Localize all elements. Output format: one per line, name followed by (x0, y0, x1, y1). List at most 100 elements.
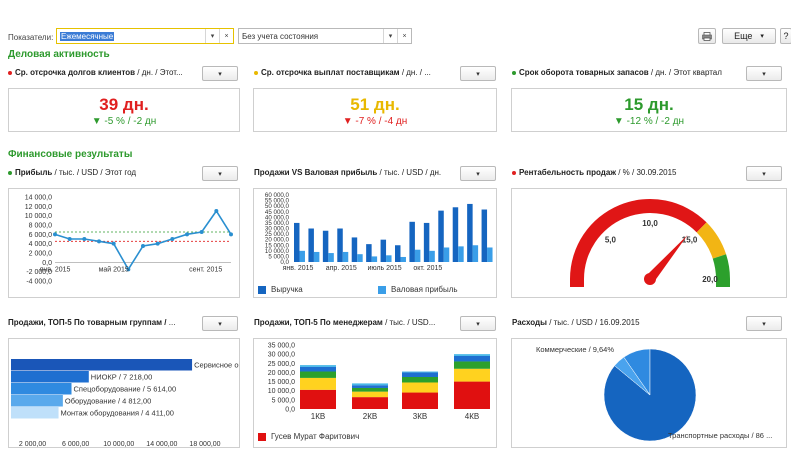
top5-managers-chart-panel: 35 000,0 30 000,0 25 000,0 20 000,0 15 000,0… (253, 338, 497, 448)
kpi-settings-dropdown[interactable]: ▾ (746, 66, 782, 81)
y-tick-label: 14 000,0 (25, 195, 52, 202)
y-tick-label: 40 000,0 (265, 214, 290, 221)
panel-title-text: Рентабельность продаж (519, 168, 616, 177)
gross-profit-bar (472, 245, 479, 262)
group-bar-label: Оборудование / 4 812,00 (65, 397, 151, 406)
gross-profit-bar (299, 250, 305, 262)
panel-settings-dropdown[interactable]: ▾ (746, 316, 782, 331)
gross-profit-bar (400, 256, 406, 262)
chevron-down-icon[interactable]: ▾ (383, 29, 397, 43)
data-point (185, 232, 189, 237)
kpi-card: 51 дн. ▼ -7 % / -4 дн (253, 88, 497, 132)
panel-title: Прибыль / тыс. / USD / Этот год (8, 168, 136, 177)
status-dot (8, 70, 12, 75)
panel-subtitle: / % / 30.09.2015 (616, 168, 677, 177)
x-tick-label: сент. 2015 (189, 266, 222, 273)
gauge-band (712, 254, 730, 279)
revenue-bar (294, 222, 300, 262)
group-bar (11, 359, 193, 371)
stacked-bar-segment (300, 377, 336, 390)
gross-profit-bar (443, 247, 450, 262)
stacked-bar-segment (352, 397, 388, 409)
x-tick-label: 3КВ (413, 412, 427, 421)
y-tick-label: 20 000,0 (265, 237, 290, 244)
revenue-bar (423, 222, 430, 262)
y-tick-label: 8 000,0 (29, 223, 52, 230)
profit-line-chart: 14 000,0 12 000,0 10 000,0 8 000,0 6 000,0 4 … (25, 195, 233, 286)
kpi-value: 51 дн. (350, 95, 400, 114)
revenue-bar (481, 209, 488, 262)
y-tick-label: 45 000,0 (265, 209, 290, 216)
kpi-settings-dropdown[interactable]: ▾ (202, 66, 238, 81)
gross-profit-bar (487, 247, 493, 262)
gross-profit-bar (313, 251, 320, 262)
panel-settings-dropdown[interactable]: ▾ (202, 316, 238, 331)
y-tick-label: 60 000,0 (265, 192, 290, 199)
legend-label: Гусев Мурат Фаритович (271, 432, 360, 441)
panel-subtitle: / тыс. / USD... (382, 318, 436, 327)
stacked-bar-segment (352, 387, 388, 392)
gauge-tick-label: 5,0 (605, 235, 617, 244)
gross-profit-bar (371, 256, 378, 262)
y-tick-label: 20 000,0 (268, 370, 295, 377)
state-select-value: Без учета состояния (242, 31, 319, 41)
clear-icon[interactable]: × (219, 29, 233, 43)
kpi-subtitle: / дн. / ... (399, 68, 431, 77)
kpi-title: Срок оборота товарных запасов / дн. / Эт… (512, 68, 722, 77)
section-finance-title: Финансовые результаты (8, 149, 133, 160)
kpi-title-text: Срок оборота товарных запасов (519, 68, 649, 77)
print-button[interactable] (698, 28, 716, 44)
stacked-bar-segment (300, 389, 336, 409)
chevron-down-icon[interactable]: ▾ (205, 29, 219, 43)
status-dot (254, 70, 258, 75)
clear-icon[interactable]: × (397, 29, 411, 43)
y-tick-label: 5 000,0 (272, 397, 295, 404)
y-tick-label: -4 000,0 (26, 279, 52, 286)
kpi-card: 15 дн. ▼ -12 % / -2 дн (511, 88, 787, 132)
stacked-bar-segment (402, 371, 438, 373)
x-tick-label: янв. 2015 (283, 265, 314, 272)
stacked-bar-segment (352, 383, 388, 386)
y-tick-label: 10 000,0 (268, 388, 295, 395)
y-tick-label: 15 000,0 (265, 242, 290, 249)
panel-title: Расходы / тыс. / USD / 16.09.2015 (512, 318, 640, 327)
more-button[interactable]: Еще ▾ (722, 28, 776, 44)
y-tick-label: -2 000,0 (26, 269, 52, 276)
state-select[interactable]: Без учета состояния ▾ × (238, 28, 412, 44)
x-tick-label: апр. 2015 (326, 265, 357, 272)
kpi-delta: ▼ -5 % / -2 дн (91, 116, 157, 127)
revenue-bar (452, 207, 459, 262)
y-tick-label: 5 000,0 (268, 253, 289, 260)
group-bar-label: Монтаж оборудования / 4 411,00 (61, 409, 174, 418)
status-dot (512, 170, 516, 175)
kpi-settings-dropdown[interactable]: ▾ (460, 66, 496, 81)
gauge-needle-hub (644, 273, 656, 285)
expenses-pie-panel: Коммерческие / 9,64% Транспортные расходы… (511, 338, 787, 448)
panel-title-text: Продажи, ТОП-5 По товарным группам / (8, 318, 167, 327)
group-bar (11, 395, 63, 407)
legend-item: Гусев Мурат Фаритович (258, 432, 359, 441)
panel-title-text: Расходы (512, 318, 547, 327)
profitability-gauge: 5,0 10,0 15,0 20,0 (570, 199, 730, 287)
panel-settings-dropdown[interactable]: ▾ (202, 166, 238, 181)
revenue-bar (308, 228, 314, 262)
y-tick-label: 30 000,0 (268, 352, 295, 359)
help-button[interactable]: ? (780, 28, 791, 44)
group-bar (11, 371, 89, 383)
group-bar-label: Спецоборудование / 5 614,00 (74, 385, 177, 394)
panel-settings-dropdown[interactable]: ▾ (746, 166, 782, 181)
chevron-down-icon: ▾ (760, 33, 764, 40)
status-dot (512, 70, 516, 75)
data-point (214, 209, 219, 213)
kpi-subtitle: / дн. / Этот квартал (648, 68, 722, 77)
group-bar-label: Сервисное обслуживание / ... (194, 361, 240, 370)
panel-settings-dropdown[interactable]: ▾ (460, 316, 496, 331)
gross-profit-bar (357, 254, 363, 262)
data-point (97, 239, 101, 244)
revenue-bar (337, 228, 343, 262)
panel-settings-dropdown[interactable]: ▾ (460, 166, 496, 181)
data-point (141, 244, 145, 248)
period-select[interactable]: Ежемесячные ▾ × (56, 28, 234, 44)
y-tick-label: 0,0 (280, 259, 289, 266)
gauge-band (696, 222, 727, 259)
